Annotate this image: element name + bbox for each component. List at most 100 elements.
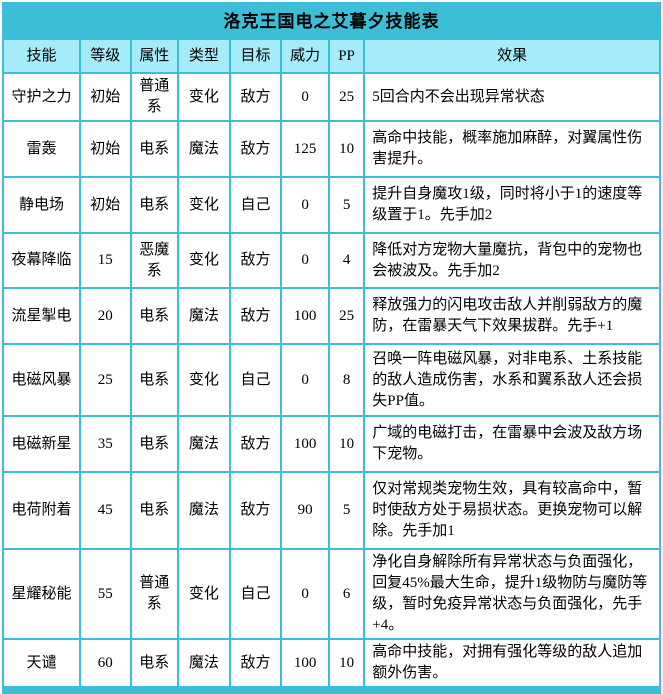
column-header-power: 威力 (282, 40, 328, 72)
pp-cell: 6 (329, 550, 364, 638)
column-header-skill: 技能 (4, 40, 79, 72)
pp-cell: 5 (329, 473, 364, 548)
skill-cell: 夜幕降临 (4, 234, 79, 287)
target-cell: 自己 (230, 550, 281, 638)
effect-cell: 释放强力的闪电攻击敌人并削弱敌方的魔防，在雷暴天气下效果拔群。先手+1 (365, 289, 659, 343)
target-cell: 敌方 (230, 234, 281, 287)
power-cell: 0 (282, 234, 328, 287)
table-row: 电磁风暴 25 电系 变化 自己 0 8 召唤一阵电磁风暴，对非电系、土系技能的敌人造成伤害，… (4, 345, 659, 415)
attribute-cell: 电系 (131, 122, 178, 176)
level-cell: 25 (80, 345, 130, 415)
target-cell: 敌方 (230, 473, 281, 548)
skill-cell: 雷轰 (4, 122, 79, 176)
power-cell: 90 (282, 473, 328, 548)
level-cell: 15 (80, 234, 130, 287)
column-header-target: 目标 (230, 40, 281, 72)
level-cell: 55 (80, 550, 130, 638)
column-header-pp: PP (329, 40, 364, 72)
skill-cell: 星耀秘能 (4, 550, 79, 638)
table-row: 雷轰 初始 电系 魔法 敌方 125 10 高命中技能，概率施加麻醉，对翼属性伤害提升。 (4, 122, 659, 176)
target-cell: 敌方 (230, 417, 281, 471)
attribute-cell: 电系 (131, 178, 178, 232)
target-cell: 自己 (230, 345, 281, 415)
skill-cell: 天谴 (4, 640, 79, 686)
effect-cell: 仅对常规类宠物生效，具有较高命中，暂时使敌方处于易损状态。更换宠物可以解除。先手… (365, 473, 659, 548)
attribute-cell: 普通系 (131, 74, 178, 120)
target-cell: 敌方 (230, 289, 281, 343)
column-header-attribute: 属性 (131, 40, 178, 72)
target-cell: 自己 (230, 178, 281, 232)
pp-cell: 8 (329, 345, 364, 415)
column-header-level: 等级 (80, 40, 130, 72)
attribute-cell: 电系 (131, 345, 178, 415)
skill-cell: 静电场 (4, 178, 79, 232)
effect-cell: 广域的电磁打击，在雷暴中会波及敌方场下宠物。 (365, 417, 659, 471)
pp-cell: 10 (329, 640, 364, 686)
attribute-cell: 电系 (131, 417, 178, 471)
effect-cell: 提升自身魔攻1级，同时将小于1的速度等级置于1。先手加2 (365, 178, 659, 232)
effect-cell: 5回合内不会出现异常状态 (365, 74, 659, 120)
table-row: 电荷附着 45 电系 魔法 敌方 90 5 仅对常规类宠物生效，具有较高命中，暂时使敌方处于易… (4, 473, 659, 548)
type-cell: 魔法 (179, 417, 229, 471)
effect-cell: 降低对方宠物大量魔抗，背包中的宠物也会被波及。先手加2 (365, 234, 659, 287)
skill-cell: 守护之力 (4, 74, 79, 120)
column-header-effect: 效果 (365, 40, 659, 72)
table-row: 天谴 60 电系 魔法 敌方 100 10 高命中技能，对拥有强化等级的敌人追加额外伤害。 (4, 640, 659, 686)
level-cell: 初始 (80, 122, 130, 176)
power-cell: 100 (282, 417, 328, 471)
pp-cell: 10 (329, 122, 364, 176)
type-cell: 变化 (179, 178, 229, 232)
attribute-cell: 恶魔系 (131, 234, 178, 287)
pp-cell: 10 (329, 417, 364, 471)
pp-cell: 25 (329, 289, 364, 343)
pp-cell: 4 (329, 234, 364, 287)
table-row: 守护之力 初始 普通系 变化 敌方 0 25 5回合内不会出现异常状态 (4, 74, 659, 120)
power-cell: 0 (282, 550, 328, 638)
table-row: 夜幕降临 15 恶魔系 变化 敌方 0 4 降低对方宠物大量魔抗，背包中的宠物也会被波及。先手… (4, 234, 659, 287)
effect-cell: 召唤一阵电磁风暴，对非电系、土系技能的敌人造成伤害，水系和翼系敌人还会损失PP值… (365, 345, 659, 415)
power-cell: 0 (282, 178, 328, 232)
table-row: 静电场 初始 电系 变化 自己 0 5 提升自身魔攻1级，同时将小于1的速度等级置于1。先手加… (4, 178, 659, 232)
skill-cell: 流星掣电 (4, 289, 79, 343)
level-cell: 初始 (80, 178, 130, 232)
power-cell: 100 (282, 640, 328, 686)
table-row: 电磁新星 35 电系 魔法 敌方 100 10 广域的电磁打击，在雷暴中会波及敌方场下宠物。 (4, 417, 659, 471)
attribute-cell: 电系 (131, 640, 178, 686)
effect-cell: 高命中技能，对拥有强化等级的敌人追加额外伤害。 (365, 640, 659, 686)
type-cell: 变化 (179, 74, 229, 120)
type-cell: 变化 (179, 550, 229, 638)
target-cell: 敌方 (230, 640, 281, 686)
table-row: 星耀秘能 55 普通系 变化 自己 0 6 净化自身解除所有异常状态与负面强化，回复45%最大… (4, 550, 659, 638)
power-cell: 0 (282, 345, 328, 415)
skill-cell: 电磁风暴 (4, 345, 79, 415)
target-cell: 敌方 (230, 74, 281, 120)
pp-cell: 25 (329, 74, 364, 120)
type-cell: 变化 (179, 234, 229, 287)
level-cell: 20 (80, 289, 130, 343)
page-title: 洛克王国电之艾暮夕技能表 (4, 4, 659, 38)
table-header-row: 技能 等级 属性 类型 目标 威力 PP 效果 (4, 40, 659, 72)
type-cell: 魔法 (179, 289, 229, 343)
effect-cell: 高命中技能，概率施加麻醉，对翼属性伤害提升。 (365, 122, 659, 176)
attribute-cell: 普通系 (131, 550, 178, 638)
level-cell: 35 (80, 417, 130, 471)
column-header-type: 类型 (179, 40, 229, 72)
table-row: 流星掣电 20 电系 魔法 敌方 100 25 释放强力的闪电攻击敌人并削弱敌方的魔防，在雷暴… (4, 289, 659, 343)
skill-table-body: 守护之力 初始 普通系 变化 敌方 0 25 5回合内不会出现异常状态 雷轰 初始 电系 魔法 敌方 12… (4, 74, 659, 686)
power-cell: 0 (282, 74, 328, 120)
skill-cell: 电荷附着 (4, 473, 79, 548)
power-cell: 100 (282, 289, 328, 343)
attribute-cell: 电系 (131, 473, 178, 548)
table-title-row: 洛克王国电之艾暮夕技能表 (4, 4, 659, 38)
level-cell: 初始 (80, 74, 130, 120)
level-cell: 60 (80, 640, 130, 686)
type-cell: 魔法 (179, 473, 229, 548)
level-cell: 45 (80, 473, 130, 548)
target-cell: 敌方 (230, 122, 281, 176)
attribute-cell: 电系 (131, 289, 178, 343)
type-cell: 变化 (179, 345, 229, 415)
power-cell: 125 (282, 122, 328, 176)
type-cell: 魔法 (179, 640, 229, 686)
